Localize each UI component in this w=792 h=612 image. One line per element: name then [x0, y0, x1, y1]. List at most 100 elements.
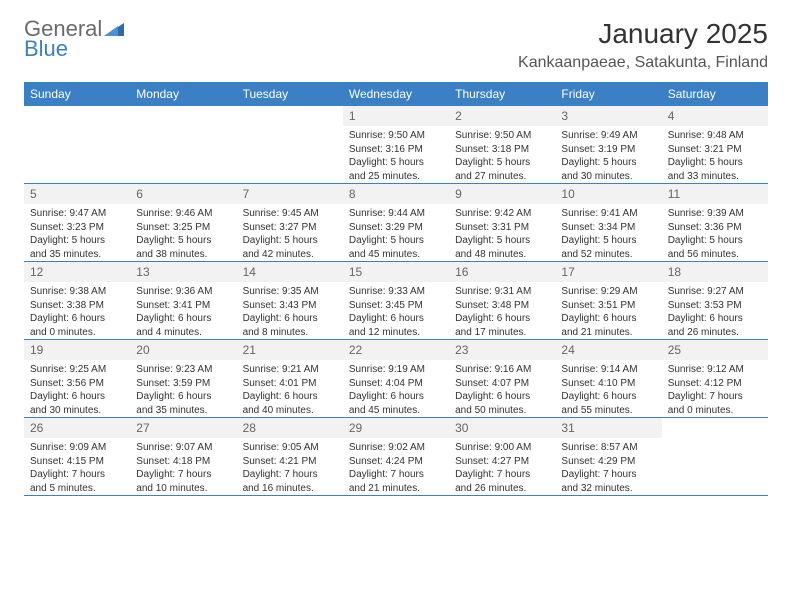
sunset-line: Sunset: 4:10 PM: [561, 378, 635, 389]
day-cell: 28Sunrise: 9:05 AMSunset: 4:21 PMDayligh…: [237, 418, 343, 496]
day-details: Sunrise: 9:00 AMSunset: 4:27 PMDaylight:…: [449, 438, 555, 495]
day-number: 24: [555, 340, 661, 360]
weekday-header: Sunday: [24, 82, 130, 106]
day-number: 7: [237, 184, 343, 204]
day-cell: 17Sunrise: 9:29 AMSunset: 3:51 PMDayligh…: [555, 262, 661, 340]
day-details: Sunrise: 9:23 AMSunset: 3:59 PMDaylight:…: [130, 360, 236, 417]
daylight-line: Daylight: 6 hours and 40 minutes.: [243, 391, 318, 416]
day-cell: 11Sunrise: 9:39 AMSunset: 3:36 PMDayligh…: [662, 184, 768, 262]
calendar-table: Sunday Monday Tuesday Wednesday Thursday…: [24, 82, 768, 496]
day-cell: 10Sunrise: 9:41 AMSunset: 3:34 PMDayligh…: [555, 184, 661, 262]
empty-cell: [237, 106, 343, 184]
weekday-header: Thursday: [449, 82, 555, 106]
day-details: Sunrise: 9:16 AM Sunset: 4:07 PM Daylight:…: [449, 360, 555, 417]
daylight-line: Daylight: 5 hours and 35 minutes.: [30, 235, 105, 260]
sunrise-line: Sunrise: 9:35 AM: [243, 286, 319, 297]
daylight-line: Daylight: 7 hours and 0 minutes.: [668, 391, 743, 416]
calendar-page: General Blue January 2025 Kankaanpaeae, …: [0, 0, 792, 514]
daylight-line: Daylight: 6 hours and 35 minutes.: [136, 391, 211, 416]
day-cell: 13Sunrise: 9:36 AMSunset: 3:41 PMDayligh…: [130, 262, 236, 340]
day-number: 26: [24, 418, 130, 438]
weekday-header-row: Sunday Monday Tuesday Wednesday Thursday…: [24, 82, 768, 106]
daylight-line: Daylight: 6 hours and 8 minutes.: [243, 313, 318, 338]
sunrise-line: Sunrise: 9:23 AM: [136, 364, 212, 375]
day-details: Sunrise: 9:38 AMSunset: 3:38 PMDaylight:…: [24, 282, 130, 339]
day-number: 5: [24, 184, 130, 204]
sunset-line: Sunset: 3:43 PM: [243, 300, 317, 311]
daylight-line: Daylight: 7 hours and 5 minutes.: [30, 469, 105, 494]
title-block: January 2025 Kankaanpaeae, Satakunta, Fi…: [518, 18, 768, 72]
sunset-line: Sunset: 3:38 PM: [30, 300, 104, 311]
sunset-line: Sunset: 4:07 PM: [455, 378, 529, 389]
day-details: Sunrise: 9:48 AMSunset: 3:21 PMDaylight:…: [662, 126, 768, 183]
daylight-line: Daylight: 5 hours and 27 minutes.: [455, 157, 530, 182]
daylight-line: Daylight: 5 hours and 42 minutes.: [243, 235, 318, 260]
day-cell: 31Sunrise: 8:57 AMSunset: 4:29 PMDayligh…: [555, 418, 661, 496]
day-number: 30: [449, 418, 555, 438]
day-details: Sunrise: 9:47 AMSunset: 3:23 PMDaylight:…: [24, 204, 130, 261]
day-details: Sunrise: 9:29 AMSunset: 3:51 PMDaylight:…: [555, 282, 661, 339]
day-number: 25: [662, 340, 768, 360]
day-number: 18: [662, 262, 768, 282]
weekday-header: Tuesday: [237, 82, 343, 106]
day-cell: 2Sunrise: 9:50 AMSunset: 3:18 PMDaylight…: [449, 106, 555, 184]
day-cell: 14Sunrise: 9:35 AMSunset: 3:43 PMDayligh…: [237, 262, 343, 340]
sunset-line: Sunset: 3:34 PM: [561, 222, 635, 233]
day-number: 28: [237, 418, 343, 438]
day-details: Sunrise: 9:50 AMSunset: 3:16 PMDaylight:…: [343, 126, 449, 183]
day-cell: 7 Sunrise: 9:45 AM Sunset: 3:27 PM Daylight…: [237, 184, 343, 262]
sunrise-line: Sunrise: 9:19 AM: [349, 364, 425, 375]
logo: General Blue: [24, 18, 124, 62]
sunset-line: Sunset: 3:16 PM: [349, 144, 423, 155]
daylight-line: Daylight: 5 hours and 33 minutes.: [668, 157, 743, 182]
sunrise-line: Sunrise: 9:33 AM: [349, 286, 425, 297]
day-number: 12: [24, 262, 130, 282]
day-details: Sunrise: 9:27 AMSunset: 3:53 PMDaylight:…: [662, 282, 768, 339]
sunrise-line: Sunrise: 9:45 AM: [243, 208, 319, 219]
daylight-line: Daylight: 6 hours and 50 minutes.: [455, 391, 530, 416]
sunrise-line: Sunrise: 9:48 AM: [668, 130, 744, 141]
day-cell: 16Sunrise: 9:31 AMSunset: 3:48 PMDayligh…: [449, 262, 555, 340]
day-cell: 1Sunrise: 9:50 AMSunset: 3:16 PMDaylight…: [343, 106, 449, 184]
sunset-line: Sunset: 3:56 PM: [30, 378, 104, 389]
sunrise-line: Sunrise: 9:39 AM: [668, 208, 744, 219]
day-cell: 24Sunrise: 9:14 AMSunset: 4:10 PMDayligh…: [555, 340, 661, 418]
day-cell: 26Sunrise: 9:09 AMSunset: 4:15 PMDayligh…: [24, 418, 130, 496]
day-cell: 5Sunrise: 9:47 AMSunset: 3:23 PMDaylight…: [24, 184, 130, 262]
day-number: 20: [130, 340, 236, 360]
sunrise-line: Sunrise: 9:16 AM: [455, 364, 531, 375]
day-details: Sunrise: 9:39 AMSunset: 3:36 PMDaylight:…: [662, 204, 768, 261]
sunset-line: Sunset: 4:15 PM: [30, 456, 104, 467]
day-cell: 3Sunrise: 9:49 AMSunset: 3:19 PMDaylight…: [555, 106, 661, 184]
sunset-line: Sunset: 3:48 PM: [455, 300, 529, 311]
weekday-header: Saturday: [662, 82, 768, 106]
sunrise-line: Sunrise: 9:05 AM: [243, 442, 319, 453]
day-cell: 4Sunrise: 9:48 AMSunset: 3:21 PMDaylight…: [662, 106, 768, 184]
sunset-line: Sunset: 3:45 PM: [349, 300, 423, 311]
sunset-line: Sunset: 3:27 PM: [243, 222, 317, 233]
daylight-line: Daylight: 5 hours and 45 minutes.: [349, 235, 424, 260]
sunset-line: Sunset: 3:18 PM: [455, 144, 529, 155]
sunset-line: Sunset: 4:24 PM: [349, 456, 423, 467]
daylight-line: Daylight: 6 hours and 45 minutes.: [349, 391, 424, 416]
day-cell: 21Sunrise: 9:21 AMSunset: 4:01 PMDayligh…: [237, 340, 343, 418]
sunrise-line: Sunrise: 9:31 AM: [455, 286, 531, 297]
sunrise-line: Sunrise: 9:49 AM: [561, 130, 637, 141]
weekday-header: Friday: [555, 82, 661, 106]
day-details: Sunrise: 9:19 AMSunset: 4:04 PMDaylight:…: [343, 360, 449, 417]
day-number: 16: [449, 262, 555, 282]
day-cell: 9Sunrise: 9:42 AMSunset: 3:31 PMDaylight…: [449, 184, 555, 262]
sunrise-line: Sunrise: 9:46 AM: [136, 208, 212, 219]
day-details: Sunrise: 9:33 AMSunset: 3:45 PMDaylight:…: [343, 282, 449, 339]
sunrise-line: Sunrise: 9:07 AM: [136, 442, 212, 453]
sunset-line: Sunset: 3:29 PM: [349, 222, 423, 233]
daylight-line: Daylight: 5 hours and 56 minutes.: [668, 235, 743, 260]
day-details: Sunrise: 9:46 AMSunset: 3:25 PMDaylight:…: [130, 204, 236, 261]
sunset-line: Sunset: 4:12 PM: [668, 378, 742, 389]
day-number: 13: [130, 262, 236, 282]
day-cell: 25Sunrise: 9:12 AMSunset: 4:12 PMDayligh…: [662, 340, 768, 418]
day-details: Sunrise: 9:50 AMSunset: 3:18 PMDaylight:…: [449, 126, 555, 183]
daylight-line: Daylight: 5 hours and 48 minutes.: [455, 235, 530, 260]
sunrise-line: Sunrise: 9:38 AM: [30, 286, 106, 297]
weekday-header: Wednesday: [343, 82, 449, 106]
